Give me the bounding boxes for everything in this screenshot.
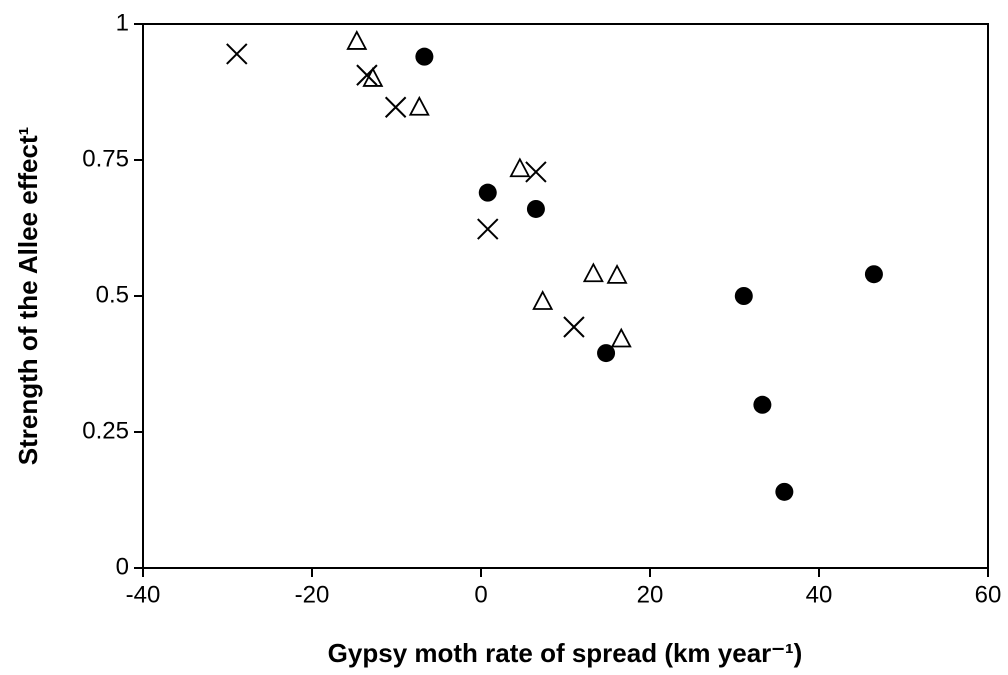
x-tick-label: 20 <box>637 581 664 608</box>
point <box>606 263 628 284</box>
point <box>362 67 384 87</box>
point <box>226 43 248 65</box>
point <box>525 161 547 183</box>
x-tick-label: -40 <box>126 581 161 608</box>
point <box>775 482 794 501</box>
y-axis-title: Strength of the Allee effect¹ <box>13 127 43 466</box>
point <box>408 95 430 116</box>
point <box>478 183 497 202</box>
point <box>384 96 407 118</box>
plot-frame <box>142 23 989 569</box>
x-tick-label: 40 <box>806 581 833 608</box>
point <box>346 30 368 50</box>
point <box>597 344 616 363</box>
y-tick-label: 0.25 <box>82 417 129 444</box>
y-tick-label: 1 <box>116 9 129 36</box>
point <box>864 265 883 284</box>
point <box>356 64 378 86</box>
y-tick-label: 0 <box>116 553 129 580</box>
point <box>415 47 434 66</box>
point <box>532 290 554 310</box>
point <box>582 262 604 283</box>
point <box>734 287 753 305</box>
x-axis-title: Gypsy moth rate of spread (km year⁻¹) <box>328 638 803 668</box>
point <box>509 157 531 178</box>
x-tick-label: 0 <box>474 581 487 608</box>
x-tick-label: 60 <box>975 581 1002 608</box>
point <box>753 395 772 414</box>
y-tick-label: 0.75 <box>82 145 129 172</box>
point <box>477 218 499 240</box>
point <box>610 327 632 348</box>
point <box>526 199 545 218</box>
y-tick-label: 0.5 <box>96 281 129 308</box>
x-tick-label: -20 <box>295 581 330 608</box>
point <box>563 316 585 338</box>
